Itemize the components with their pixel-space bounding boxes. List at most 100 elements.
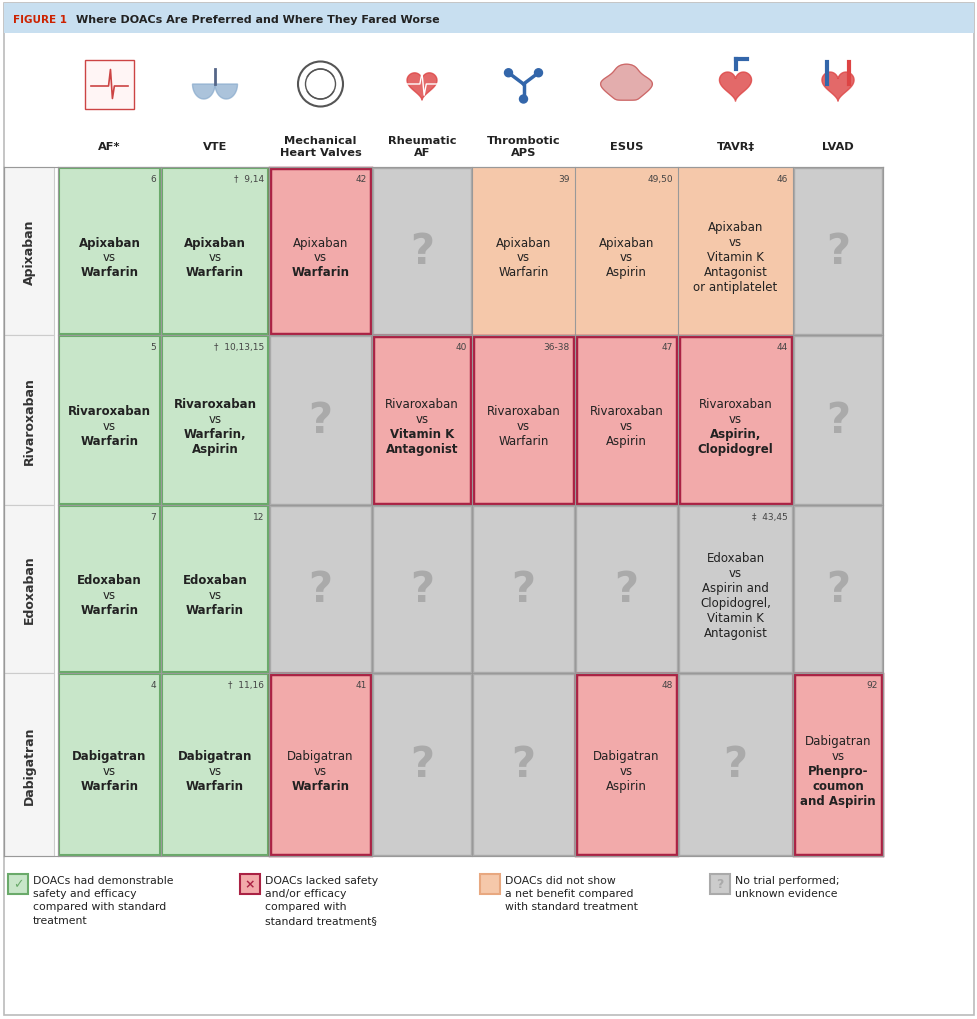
Text: †  9,14: † 9,14 — [234, 175, 264, 183]
Text: Aspirin: Aspirin — [606, 435, 646, 448]
Text: vs: vs — [619, 252, 632, 264]
Text: LVAD: LVAD — [822, 142, 853, 152]
Text: 6: 6 — [150, 175, 156, 183]
Text: Vitamin K: Vitamin K — [706, 252, 763, 264]
Text: Dabigatran: Dabigatran — [178, 749, 252, 762]
Text: ‡  43,45: ‡ 43,45 — [751, 513, 787, 522]
Text: vs: vs — [208, 413, 222, 426]
Text: Apixaban: Apixaban — [292, 236, 348, 250]
FancyBboxPatch shape — [575, 675, 676, 855]
FancyBboxPatch shape — [372, 675, 471, 855]
Text: Warfarin: Warfarin — [80, 604, 139, 616]
FancyBboxPatch shape — [270, 675, 370, 855]
Circle shape — [534, 69, 542, 77]
Polygon shape — [215, 85, 237, 100]
Text: ?: ? — [409, 230, 434, 273]
FancyBboxPatch shape — [59, 336, 160, 504]
Text: Aspirin: Aspirin — [606, 780, 646, 792]
Text: Rivaroxaban: Rivaroxaban — [68, 406, 150, 418]
FancyBboxPatch shape — [473, 169, 573, 334]
Text: FIGURE 1: FIGURE 1 — [13, 15, 67, 25]
Text: vs: vs — [314, 764, 326, 777]
Text: ×: × — [244, 877, 255, 891]
Text: Apixaban: Apixaban — [495, 236, 551, 250]
Text: 7: 7 — [150, 513, 156, 522]
FancyBboxPatch shape — [372, 506, 471, 673]
Text: 39: 39 — [558, 175, 570, 183]
Text: ?: ? — [308, 569, 332, 610]
Text: ?: ? — [723, 744, 746, 786]
FancyBboxPatch shape — [575, 336, 676, 504]
Text: Phenpro-: Phenpro- — [807, 764, 868, 777]
Text: vs: vs — [517, 420, 530, 433]
FancyBboxPatch shape — [793, 506, 881, 673]
Text: vs: vs — [208, 764, 222, 777]
Text: vs: vs — [728, 567, 742, 580]
Text: vs: vs — [728, 413, 742, 426]
Text: Warfarin: Warfarin — [498, 266, 548, 279]
Text: 4: 4 — [150, 681, 156, 689]
Text: coumon: coumon — [811, 780, 863, 792]
Text: Antagonist: Antagonist — [702, 627, 767, 639]
Text: Edoxaban: Edoxaban — [183, 574, 247, 587]
Text: Rheumatic
AF: Rheumatic AF — [387, 136, 456, 158]
Text: ✓: ✓ — [13, 877, 23, 891]
FancyBboxPatch shape — [4, 505, 54, 674]
Text: ?: ? — [409, 744, 434, 786]
Text: Warfarin: Warfarin — [80, 780, 139, 792]
Text: 47: 47 — [661, 342, 672, 352]
Text: and Aspirin: and Aspirin — [799, 794, 875, 807]
Text: Clopidogrel,: Clopidogrel, — [700, 596, 770, 609]
FancyBboxPatch shape — [8, 874, 28, 894]
Text: vs: vs — [830, 749, 844, 762]
Text: Rivaroxaban: Rivaroxaban — [487, 406, 560, 418]
Text: Aspirin: Aspirin — [606, 266, 646, 279]
FancyBboxPatch shape — [372, 169, 471, 334]
Text: †  10,13,15: † 10,13,15 — [214, 342, 264, 352]
Text: vs: vs — [208, 589, 222, 602]
Text: vs: vs — [415, 413, 428, 426]
Text: Warfarin: Warfarin — [498, 435, 548, 448]
Text: vs: vs — [314, 252, 326, 264]
Text: Rivaroxaban: Rivaroxaban — [385, 397, 458, 411]
FancyBboxPatch shape — [270, 336, 370, 504]
Text: vs: vs — [619, 420, 632, 433]
FancyBboxPatch shape — [678, 336, 791, 504]
Text: ?: ? — [614, 569, 638, 610]
FancyBboxPatch shape — [4, 168, 54, 335]
Text: Rivaroxaban: Rivaroxaban — [22, 377, 35, 465]
Text: Antagonist: Antagonist — [702, 266, 767, 279]
FancyBboxPatch shape — [162, 336, 268, 504]
Text: Dabigatran: Dabigatran — [22, 726, 35, 804]
FancyBboxPatch shape — [372, 336, 471, 504]
FancyBboxPatch shape — [162, 675, 268, 855]
Text: Edoxaban: Edoxaban — [77, 574, 142, 587]
Text: DOACs lacked safety
and/or efficacy
compared with
standard treatment§: DOACs lacked safety and/or efficacy comp… — [265, 875, 378, 924]
FancyBboxPatch shape — [4, 4, 973, 34]
Text: DOACs did not show
a net benefit compared
with standard treatment: DOACs did not show a net benefit compare… — [504, 875, 637, 912]
FancyBboxPatch shape — [709, 874, 729, 894]
Text: 48: 48 — [661, 681, 672, 689]
Text: Rivaroxaban: Rivaroxaban — [698, 397, 772, 411]
Circle shape — [519, 96, 527, 104]
Text: vs: vs — [517, 252, 530, 264]
FancyBboxPatch shape — [473, 675, 573, 855]
Text: Apixaban: Apixaban — [78, 236, 141, 250]
Text: Warfarin: Warfarin — [186, 266, 243, 279]
Text: vs: vs — [619, 764, 632, 777]
Text: 5: 5 — [150, 342, 156, 352]
Text: AF*: AF* — [98, 142, 120, 152]
FancyBboxPatch shape — [4, 335, 54, 505]
Text: vs: vs — [208, 252, 222, 264]
FancyBboxPatch shape — [678, 169, 791, 334]
Polygon shape — [600, 65, 652, 101]
Text: Dabigatran: Dabigatran — [593, 749, 659, 762]
FancyBboxPatch shape — [239, 874, 260, 894]
Text: Warfarin: Warfarin — [80, 266, 139, 279]
Circle shape — [504, 69, 512, 77]
Text: ?: ? — [826, 399, 849, 441]
Text: Aspirin and: Aspirin and — [701, 582, 768, 594]
FancyBboxPatch shape — [575, 506, 676, 673]
Text: 40: 40 — [455, 342, 467, 352]
Text: Vitamin K: Vitamin K — [390, 428, 453, 440]
